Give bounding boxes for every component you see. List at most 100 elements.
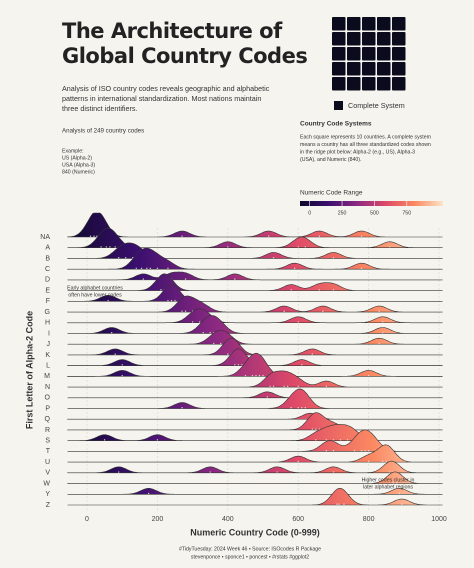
code-point [283, 310, 285, 312]
ridge [66, 412, 443, 431]
code-point [367, 374, 370, 377]
y-tick-label: F [46, 298, 50, 305]
code-point [160, 289, 162, 291]
code-point [156, 439, 159, 441]
code-point [121, 374, 123, 377]
title: Global Country Codes [62, 44, 307, 68]
count-note: Analysis of 249 country codes [62, 128, 144, 135]
code-point [174, 299, 176, 302]
ridge [67, 488, 443, 495]
y-tick-label: T [46, 448, 51, 455]
code-point [290, 407, 292, 409]
y-tick-label: A [45, 245, 50, 252]
code-point [338, 503, 340, 505]
code-point [325, 439, 328, 441]
waffle-square [362, 77, 376, 91]
code-point [290, 289, 292, 291]
code-point [336, 503, 338, 505]
code-point [100, 246, 102, 248]
waffle-square [362, 47, 376, 61]
code-point [110, 331, 113, 334]
code-point [117, 471, 120, 473]
code-point [332, 471, 335, 473]
code-point [142, 278, 145, 280]
colorbar-label: 750 [402, 210, 411, 216]
code-point [109, 246, 111, 248]
x-tick-label: 800 [363, 516, 375, 523]
waffle-square [377, 32, 391, 46]
code-point [170, 299, 173, 302]
code-point [318, 289, 321, 291]
code-point [202, 331, 204, 334]
waffle-square [362, 17, 376, 31]
code-point [121, 364, 123, 366]
ridge [66, 460, 443, 474]
annotation: Higher codes cluster in [362, 477, 415, 483]
ridge [67, 429, 443, 452]
x-tick-label: 0 [85, 516, 89, 523]
ridge [67, 284, 443, 302]
code-point [96, 235, 98, 237]
waffle-square [362, 32, 376, 46]
code-point [311, 428, 314, 430]
code-point [209, 471, 211, 473]
waffle-square [332, 77, 346, 91]
code-point [105, 246, 108, 248]
code-point [360, 235, 363, 237]
code-point [382, 331, 384, 334]
y-tick-label: Q [45, 416, 51, 423]
code-point [241, 364, 243, 366]
code-point [181, 235, 183, 237]
x-tick-label: 400 [222, 516, 234, 523]
code-point [297, 407, 299, 409]
ridge [67, 330, 443, 345]
example: 840 (Numeric) [62, 169, 95, 175]
code-point [191, 321, 194, 323]
code-point [401, 503, 403, 505]
y-tick-label: K [45, 352, 50, 359]
ridge [66, 308, 443, 324]
code-point [103, 439, 106, 441]
code-point [304, 407, 306, 409]
waffle-square [332, 62, 346, 76]
ridge [67, 388, 443, 409]
y-tick-label: NA [40, 234, 50, 241]
code-point [258, 374, 261, 377]
code-point [385, 460, 387, 463]
code-point [269, 385, 271, 387]
ridge [67, 212, 443, 238]
colorbar [300, 201, 443, 206]
code-point [367, 460, 370, 463]
y-tick-label: Y [45, 491, 50, 498]
code-point [132, 256, 134, 259]
code-point [398, 492, 400, 495]
code-point [117, 256, 120, 259]
code-point [297, 321, 299, 323]
waffle-square [347, 17, 361, 31]
waffle-square [377, 62, 391, 76]
y-tick-label: P [45, 405, 50, 412]
y-tick-label: M [44, 373, 50, 380]
code-point [149, 267, 152, 270]
code-point [156, 267, 159, 270]
code-point [322, 310, 324, 312]
code-point [146, 267, 148, 270]
ridge [67, 273, 443, 291]
waffle-square [392, 77, 406, 91]
systems-title: Country Code Systems [300, 121, 372, 128]
y-tick-label: G [45, 309, 50, 316]
x-tick-label: 200 [152, 516, 164, 523]
waffle-square [392, 32, 406, 46]
code-point [297, 246, 299, 248]
y-axis-label: First Letter of Alpha-2 Code [24, 311, 34, 429]
waffle-square [377, 47, 391, 61]
code-point [272, 256, 275, 259]
ridge [66, 412, 443, 420]
code-point [114, 353, 116, 355]
systems-text: (USA), and Numeric (840). [300, 157, 361, 163]
code-point [107, 299, 109, 302]
code-point [382, 460, 384, 463]
code-point [325, 449, 328, 452]
code-point [301, 364, 303, 366]
ridge [66, 247, 443, 270]
